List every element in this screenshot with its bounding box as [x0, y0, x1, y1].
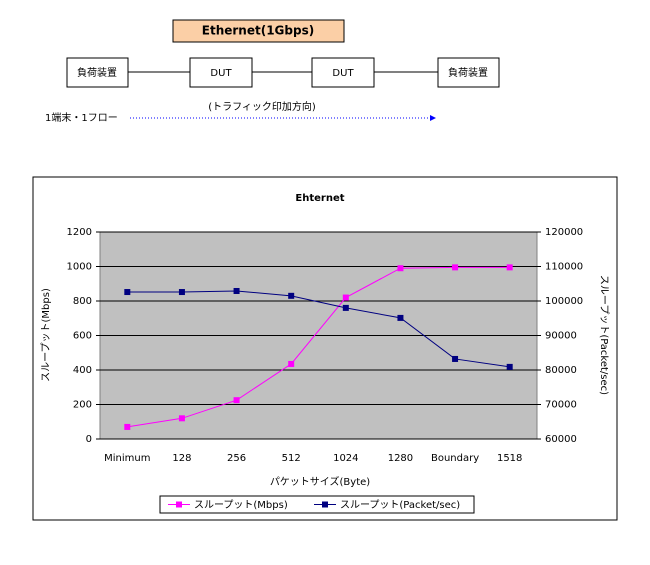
plot: 0 200 400 600 800 1000 1200 60000 70000 80000 9000… [67, 227, 584, 464]
banner-box [172, 19, 345, 43]
node-box [311, 57, 375, 88]
node-label: 負荷装置 [448, 66, 488, 79]
y2-tick-label: 90000 [545, 331, 577, 342]
marker [233, 397, 240, 404]
node-label: DUT [332, 68, 354, 79]
marker [124, 423, 131, 430]
marker [506, 363, 513, 370]
arrow-head [430, 115, 436, 121]
x-axis-label: パケットサイズ(Byte) [270, 475, 370, 488]
y-tick-label: 0 [86, 434, 92, 445]
marker [397, 265, 404, 272]
y2-tick-label: 60000 [545, 434, 577, 445]
node-box [437, 57, 500, 88]
x-tick-label: 1024 [333, 453, 358, 464]
marker [452, 355, 459, 362]
marker [233, 287, 240, 294]
marker [178, 289, 185, 296]
marker [178, 415, 185, 422]
x-tick-label: 1280 [388, 453, 413, 464]
marker [342, 304, 349, 311]
node-box [66, 57, 129, 88]
series-line [127, 266, 510, 428]
node-label: DUT [210, 68, 232, 79]
legend-marker [322, 501, 328, 508]
y2-tick-label: 110000 [545, 262, 583, 273]
y2-tick-label: 70000 [545, 400, 577, 411]
flow-label: 1端末・1フロー [45, 111, 118, 124]
y-tick-label: 1000 [67, 262, 92, 273]
marker [506, 264, 513, 271]
node-box [189, 57, 253, 88]
marker [397, 314, 404, 321]
x-tick-label: 512 [282, 453, 301, 464]
legend-label: スループット(Mbps) [194, 499, 288, 511]
x-tick-label: Minimum [104, 453, 150, 464]
legend-label: スループット(Packet/sec) [340, 499, 460, 511]
y2-axis-label: スループット(Packet/sec) [598, 275, 610, 395]
marker [342, 294, 349, 301]
y-tick-label: 200 [73, 400, 92, 411]
marker [288, 360, 295, 367]
x-tick-label: Boundary [431, 453, 479, 464]
direction-label: (トラフィック印加方向) [208, 100, 316, 113]
legend-marker [176, 501, 182, 508]
marker [124, 289, 131, 296]
x-tick-label: 1518 [497, 453, 522, 464]
node-label: 負荷装置 [77, 66, 117, 79]
x-tick-label: 256 [227, 453, 246, 464]
y2-tick-label: 120000 [545, 227, 583, 238]
y2-tick-label: 80000 [545, 365, 577, 376]
series-line [127, 290, 510, 368]
marker [452, 264, 459, 271]
y-tick-label: 600 [73, 331, 92, 342]
y2-tick-label: 100000 [545, 296, 583, 307]
y-tick-label: 800 [73, 296, 92, 307]
y-tick-label: 400 [73, 365, 92, 376]
x-tick-label: 128 [172, 453, 191, 464]
marker [288, 292, 295, 299]
y-axis-label: スループット(Mbps) [40, 288, 52, 382]
y-tick-label: 1200 [67, 227, 92, 238]
banner: Ethernet(1Gbps) [202, 24, 314, 38]
chart-title: Ehternet [295, 193, 344, 204]
